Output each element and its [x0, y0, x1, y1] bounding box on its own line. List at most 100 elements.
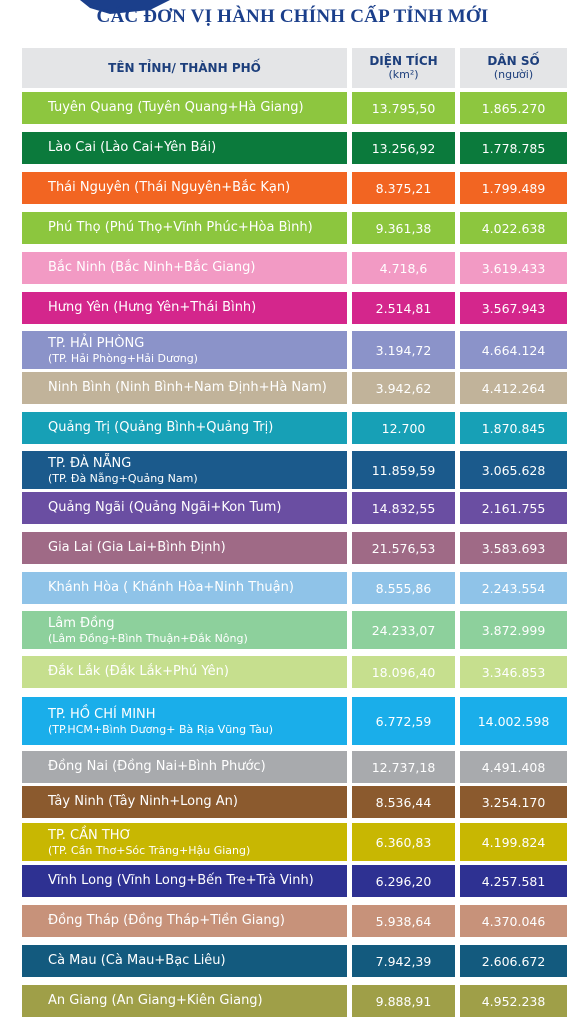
population-value: 4.952.238	[481, 993, 546, 1009]
province-name: An Giang (An Giang+Kiên Giang)	[48, 993, 263, 1008]
province-name: Hưng Yên (Hưng Yên+Thái Bình)	[48, 300, 257, 315]
population-value: 4.199.824	[481, 834, 546, 850]
province-name-cell: TP. ĐÀ NẴNG (TP. Đà Nẵng+Quảng Nam)	[22, 451, 347, 489]
population-value: 3.254.170	[481, 794, 546, 810]
header-pop: DÂN SỐ (người)	[460, 48, 567, 88]
province-name-cell: Lâm Đồng (Lâm Đồng+Bình Thuận+Đắk Nông)	[22, 611, 347, 649]
area-cell: 6.296,20	[352, 865, 455, 897]
province-name: Phú Thọ (Phú Thọ+Vĩnh Phúc+Hòa Bình)	[48, 220, 313, 235]
population-value: 3.567.943	[481, 300, 546, 316]
area-value: 3.942,62	[375, 380, 432, 396]
population-value: 3.872.999	[481, 622, 546, 638]
area-cell: 6.360,83	[352, 823, 455, 861]
header-unit: (km²)	[388, 68, 419, 81]
province-name-cell: TP. HỒ CHÍ MINH (TP.HCM+Bình Dương+ Bà Rị…	[22, 697, 347, 745]
population-cell: 1.778.785	[460, 132, 567, 164]
population-value: 4.370.046	[481, 913, 546, 929]
area-cell: 18.096,40	[352, 656, 455, 688]
area-value: 24.233,07	[371, 622, 436, 638]
area-cell: 5.938,64	[352, 905, 455, 937]
population-cell: 3.346.853	[460, 656, 567, 688]
population-cell: 3.065.628	[460, 451, 567, 489]
area-cell: 13.256,92	[352, 132, 455, 164]
population-cell: 4.199.824	[460, 823, 567, 861]
province-name: Ninh Bình (Ninh Bình+Nam Định+Hà Nam)	[48, 380, 327, 395]
province-name: Quảng Ngãi (Quảng Ngãi+Kon Tum)	[48, 500, 282, 515]
province-name-cell: Hưng Yên (Hưng Yên+Thái Bình)	[22, 292, 347, 324]
population-cell: 3.254.170	[460, 786, 567, 818]
population-value: 1.870.845	[481, 420, 546, 436]
area-cell: 14.832,55	[352, 492, 455, 524]
population-cell: 1.865.270	[460, 92, 567, 124]
area-value: 6.360,83	[375, 834, 432, 850]
province-name-cell: Vĩnh Long (Vĩnh Long+Bến Tre+Trà Vinh)	[22, 865, 347, 897]
population-value: 2.243.554	[481, 580, 546, 596]
province-name-cell: Ninh Bình (Ninh Bình+Nam Định+Hà Nam)	[22, 372, 347, 404]
province-name-cell: TP. CẦN THƠ (TP. Cần Thơ+Sóc Trăng+Hậu Gi…	[22, 823, 347, 861]
header-text: TÊN TỈNH/ THÀNH PHỐ	[108, 61, 261, 75]
area-value: 18.096,40	[371, 664, 436, 680]
area-value: 8.375,21	[375, 180, 432, 196]
province-name-cell: Cà Mau (Cà Mau+Bạc Liêu)	[22, 945, 347, 977]
area-cell: 6.772,59	[352, 697, 455, 745]
header-text: DIỆN TÍCH	[369, 54, 438, 68]
area-cell: 13.795,50	[352, 92, 455, 124]
province-name: Tây Ninh (Tây Ninh+Long An)	[48, 794, 238, 809]
area-value: 11.859,59	[371, 462, 436, 478]
area-value: 7.942,39	[375, 953, 432, 969]
area-cell: 4.718,6	[352, 252, 455, 284]
header-unit: (người)	[493, 68, 534, 81]
population-value: 4.412.264	[481, 380, 546, 396]
province-name-cell: Khánh Hòa ( Khánh Hòa+Ninh Thuận)	[22, 572, 347, 604]
area-cell: 12.700	[352, 412, 455, 444]
area-cell: 8.555,86	[352, 572, 455, 604]
population-cell: 3.619.433	[460, 252, 567, 284]
province-merge: (Lâm Đồng+Bình Thuận+Đắk Nông)	[48, 631, 248, 645]
province-merge: (TP. Hải Phòng+Hải Dương)	[48, 351, 198, 365]
population-cell: 2.606.672	[460, 945, 567, 977]
population-cell: 4.412.264	[460, 372, 567, 404]
population-value: 1.865.270	[481, 100, 546, 116]
province-name-cell: Thái Nguyên (Thái Nguyên+Bắc Kạn)	[22, 172, 347, 204]
province-name: Đắk Lắk (Đắk Lắk+Phú Yên)	[48, 664, 229, 679]
area-cell: 9.361,38	[352, 212, 455, 244]
area-value: 12.737,18	[371, 759, 436, 775]
population-cell: 2.161.755	[460, 492, 567, 524]
area-cell: 21.576,53	[352, 532, 455, 564]
area-value: 21.576,53	[371, 540, 436, 556]
population-value: 1.778.785	[481, 140, 546, 156]
area-value: 6.772,59	[375, 713, 432, 729]
province-name-cell: Lào Cai (Lào Cai+Yên Bái)	[22, 132, 347, 164]
population-cell: 2.243.554	[460, 572, 567, 604]
population-value: 1.799.489	[481, 180, 546, 196]
province-name: Đồng Nai (Đồng Nai+Bình Phước)	[48, 759, 266, 774]
area-cell: 8.375,21	[352, 172, 455, 204]
province-name-cell: TP. HẢI PHÒNG (TP. Hải Phòng+Hải Dương)	[22, 331, 347, 369]
population-value: 4.257.581	[481, 873, 546, 889]
area-cell: 2.514,81	[352, 292, 455, 324]
map-fragment	[80, 0, 170, 14]
area-value: 13.256,92	[371, 140, 436, 156]
province-name-cell: Tây Ninh (Tây Ninh+Long An)	[22, 786, 347, 818]
population-cell: 4.664.124	[460, 331, 567, 369]
area-value: 12.700	[381, 420, 426, 436]
population-cell: 3.583.693	[460, 532, 567, 564]
area-value: 9.888,91	[375, 993, 432, 1009]
area-cell: 8.536,44	[352, 786, 455, 818]
population-cell: 4.257.581	[460, 865, 567, 897]
province-name: Lâm Đồng	[48, 615, 115, 631]
area-value: 3.194,72	[375, 342, 432, 358]
area-value: 2.514,81	[375, 300, 432, 316]
population-value: 3.619.433	[481, 260, 546, 276]
province-name: Gia Lai (Gia Lai+Bình Định)	[48, 540, 226, 555]
population-cell: 1.799.489	[460, 172, 567, 204]
population-cell: 4.952.238	[460, 985, 567, 1017]
area-cell: 11.859,59	[352, 451, 455, 489]
area-value: 13.795,50	[371, 100, 436, 116]
area-value: 8.555,86	[375, 580, 432, 596]
province-name-cell: An Giang (An Giang+Kiên Giang)	[22, 985, 347, 1017]
area-value: 5.938,64	[375, 913, 432, 929]
area-cell: 9.888,91	[352, 985, 455, 1017]
population-value: 2.161.755	[481, 500, 546, 516]
